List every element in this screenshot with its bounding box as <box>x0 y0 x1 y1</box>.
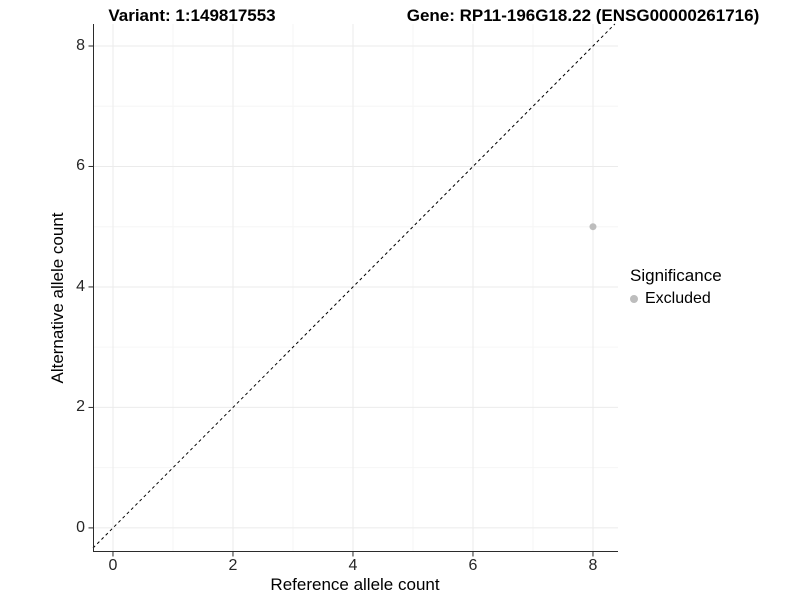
y-tick-label: 8 <box>76 36 85 54</box>
legend-title: Significance <box>630 266 722 285</box>
legend-item-label: Excluded <box>645 290 711 307</box>
x-axis-title: Reference allele count <box>270 575 440 594</box>
x-tick-label: 2 <box>228 557 238 574</box>
x-tick-label: 0 <box>108 557 118 574</box>
y-tick-label: 0 <box>76 518 85 536</box>
legend: Significance Excluded <box>630 266 722 308</box>
plot-canvas <box>88 23 618 557</box>
gene-title: Gene: RP11-196G18.22 (ENSG00000261716) <box>406 6 760 25</box>
plot-panel <box>88 23 618 557</box>
y-tick-label: 6 <box>76 157 85 175</box>
x-tick-label: 8 <box>588 557 598 574</box>
x-tick-label: 6 <box>468 557 478 574</box>
y-axis-title: Alternative allele count <box>48 212 67 384</box>
legend-items: Excluded <box>630 290 722 308</box>
y-tick-label: 2 <box>76 398 85 416</box>
identity-line <box>92 23 616 549</box>
legend-key-dot <box>630 295 638 303</box>
y-tick-label: 4 <box>76 277 85 295</box>
x-tick-label: 4 <box>348 557 358 574</box>
data-point <box>589 223 597 231</box>
legend-item: Excluded <box>630 290 722 308</box>
variant-title: Variant: 1:149817553 <box>108 6 276 25</box>
